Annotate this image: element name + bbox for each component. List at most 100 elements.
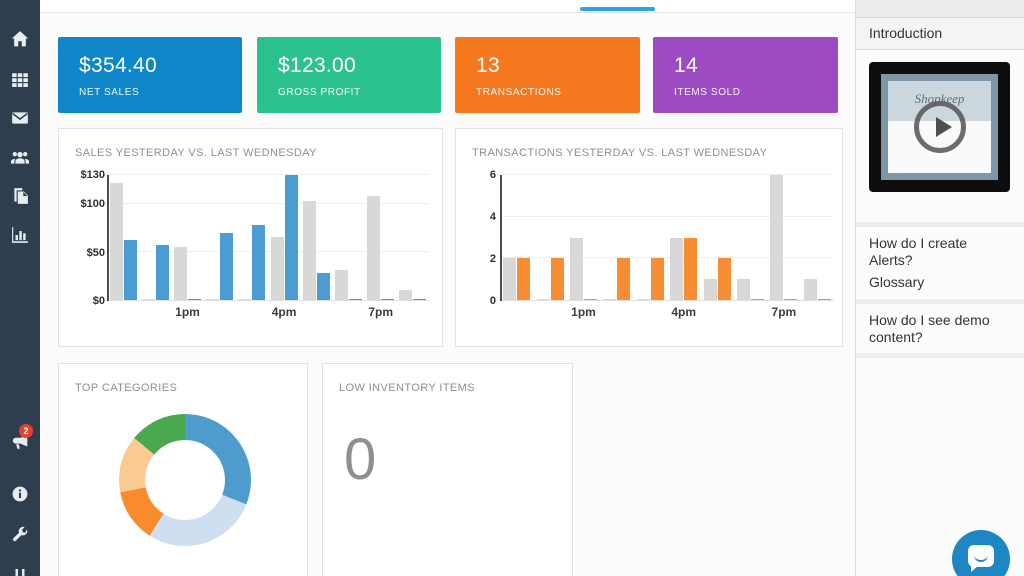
y-axis-tick: $100 bbox=[80, 198, 105, 211]
bar bbox=[550, 258, 564, 300]
analytics-icon[interactable] bbox=[11, 226, 29, 244]
help-video-section: Shopkeep bbox=[856, 50, 1024, 222]
bar bbox=[650, 258, 664, 300]
help-item-glossary[interactable]: Glossary bbox=[856, 266, 1024, 299]
bar bbox=[302, 200, 316, 300]
y-axis-tick: 0 bbox=[489, 295, 496, 307]
chart-title: TRANSACTIONS YESTERDAY VS. LAST WEDNESDA… bbox=[472, 147, 768, 159]
bar bbox=[503, 258, 517, 300]
x-axis-tick: 7pm bbox=[771, 305, 797, 319]
documents-icon[interactable] bbox=[11, 187, 29, 205]
y-axis-tick: $130 bbox=[80, 169, 105, 181]
bar bbox=[155, 245, 169, 300]
video-thumbnail[interactable]: Shopkeep bbox=[869, 62, 1010, 192]
bar bbox=[206, 299, 220, 300]
kpi-items-sold: 14 ITEMS SOLD bbox=[653, 37, 838, 113]
bar bbox=[636, 299, 650, 300]
bar bbox=[569, 237, 583, 300]
settings-wrench-icon[interactable] bbox=[11, 526, 29, 544]
video-frame: Shopkeep bbox=[881, 74, 998, 180]
announcements-icon[interactable] bbox=[11, 433, 29, 451]
video-content: Shopkeep bbox=[888, 81, 991, 173]
bar bbox=[220, 232, 234, 300]
kpi-label: TRANSACTIONS bbox=[476, 87, 562, 98]
notification-badge: 2 bbox=[19, 424, 33, 438]
kpi-gross-profit: $123.00 GROSS PROFIT bbox=[257, 37, 441, 113]
bar bbox=[399, 290, 413, 300]
bar bbox=[817, 299, 831, 300]
bar bbox=[284, 175, 298, 300]
bar bbox=[141, 299, 155, 300]
bar bbox=[703, 279, 717, 300]
bar bbox=[736, 279, 750, 300]
info-icon[interactable] bbox=[11, 485, 29, 503]
kpi-label: NET SALES bbox=[79, 87, 140, 98]
bar bbox=[684, 237, 698, 300]
transactions-chart-card: TRANSACTIONS YESTERDAY VS. LAST WEDNESDA… bbox=[455, 128, 843, 347]
kpi-value: 14 bbox=[674, 54, 698, 77]
mail-icon[interactable] bbox=[11, 109, 29, 127]
bar bbox=[413, 299, 427, 300]
kpi-transactions: 13 TRANSACTIONS bbox=[455, 37, 640, 113]
bar bbox=[517, 258, 531, 300]
low-inventory-card: LOW INVENTORY ITEMS 0 bbox=[322, 363, 573, 576]
low-inventory-count: 0 bbox=[344, 427, 377, 492]
y-axis-tick: $0 bbox=[92, 295, 105, 307]
kpi-label: GROSS PROFIT bbox=[278, 87, 361, 98]
x-axis-tick: 1pm bbox=[175, 305, 200, 319]
kpi-value: 13 bbox=[476, 54, 500, 77]
apps-grid-icon[interactable] bbox=[11, 71, 29, 89]
customers-icon[interactable] bbox=[11, 149, 29, 167]
chart-title: TOP CATEGORIES bbox=[75, 382, 178, 394]
bar bbox=[173, 247, 187, 300]
help-item-demo-content[interactable]: How do I see demo content? bbox=[856, 304, 1024, 353]
bar bbox=[381, 299, 395, 300]
bar bbox=[316, 273, 330, 300]
bar bbox=[803, 279, 817, 300]
kpi-label: ITEMS SOLD bbox=[674, 87, 741, 98]
bar bbox=[334, 270, 348, 300]
top-categories-card: TOP CATEGORIES bbox=[58, 363, 308, 576]
bar bbox=[784, 299, 798, 300]
y-axis-tick: 2 bbox=[489, 253, 496, 265]
bar bbox=[536, 299, 550, 300]
x-axis-tick: 4pm bbox=[671, 305, 697, 319]
y-axis-tick: 4 bbox=[489, 211, 496, 223]
bar bbox=[750, 299, 764, 300]
y-axis-tick: 6 bbox=[489, 169, 496, 181]
help-panel: Introduction Shopkeep How do I create Al… bbox=[855, 0, 1024, 576]
help-item-introduction[interactable]: Introduction bbox=[856, 17, 1024, 50]
y-axis-tick: $50 bbox=[86, 246, 105, 259]
kpi-value: $354.40 bbox=[79, 54, 158, 77]
home-icon[interactable] bbox=[11, 30, 29, 48]
play-button-icon[interactable] bbox=[913, 101, 966, 153]
bar bbox=[109, 182, 123, 300]
x-axis-tick: 7pm bbox=[368, 305, 394, 319]
sales-chart-card: SALES YESTERDAY VS. LAST WEDNESDAY $130 $… bbox=[58, 128, 443, 347]
chat-launcher-button[interactable] bbox=[952, 530, 1010, 576]
bar bbox=[617, 258, 631, 300]
x-axis-tick: 1pm bbox=[571, 305, 596, 319]
bar bbox=[123, 240, 137, 300]
bar bbox=[367, 196, 381, 300]
chart-title: SALES YESTERDAY VS. LAST WEDNESDAY bbox=[75, 147, 317, 159]
bar bbox=[187, 299, 201, 300]
x-axis-tick: 4pm bbox=[271, 305, 297, 319]
bar bbox=[670, 237, 684, 300]
sidebar: 2 bbox=[0, 0, 40, 576]
partial-bottom-icon[interactable] bbox=[11, 569, 29, 576]
video-caption: Shopkeep bbox=[914, 91, 965, 106]
bar bbox=[270, 236, 284, 300]
bar bbox=[770, 175, 784, 300]
card-title: LOW INVENTORY ITEMS bbox=[339, 382, 475, 394]
bar bbox=[348, 299, 362, 300]
active-tab-indicator[interactable] bbox=[580, 7, 655, 11]
bar bbox=[717, 258, 731, 300]
bar bbox=[583, 299, 597, 300]
kpi-value: $123.00 bbox=[278, 54, 357, 77]
chat-bubble-icon bbox=[968, 545, 994, 572]
kpi-net-sales: $354.40 NET SALES bbox=[58, 37, 242, 113]
top-divider bbox=[40, 12, 855, 13]
bar bbox=[252, 225, 266, 300]
